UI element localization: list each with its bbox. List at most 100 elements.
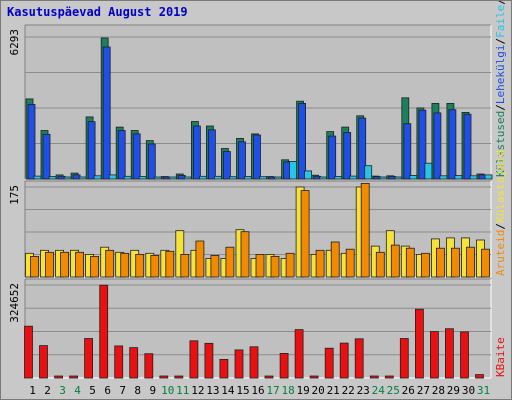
legend-entry: / bbox=[494, 223, 507, 230]
bar-bottom-1-day-22 bbox=[339, 342, 349, 379]
x-tick-label-day-14: 14 bbox=[221, 384, 235, 397]
bar-bottom-1-day-2 bbox=[39, 345, 48, 379]
x-tick-label-day-2: 2 bbox=[44, 384, 51, 397]
bar-bottom-1-day-1 bbox=[24, 325, 33, 379]
x-tick-label-day-31: 31 bbox=[477, 384, 490, 397]
bar-middle-1-day-11 bbox=[175, 230, 185, 278]
legend-top: Külastused/Lehekülgi/Faile/Pöördumisi bbox=[494, 1, 507, 177]
bar-middle-2-day-14 bbox=[225, 246, 235, 278]
bar-top-2-day-5 bbox=[87, 121, 96, 180]
bar-middle-2-day-1 bbox=[30, 255, 39, 278]
x-tick-label-day-6: 6 bbox=[104, 384, 111, 397]
bar-top-2-day-19 bbox=[298, 103, 307, 180]
bar-middle-2-day-22 bbox=[345, 248, 355, 278]
bar-top-2-day-6 bbox=[102, 46, 111, 180]
bar-middle-2-day-7 bbox=[120, 252, 130, 278]
bar-top-2-day-28 bbox=[433, 112, 442, 180]
x-tick-label-day-9: 9 bbox=[149, 384, 156, 397]
legend-entry: Faile bbox=[494, 5, 507, 38]
x-tick-label-day-11: 11 bbox=[176, 384, 189, 397]
x-tick-label-day-21: 21 bbox=[327, 384, 340, 397]
bar-top-3-day-10 bbox=[168, 176, 177, 180]
bar-top-2-day-13 bbox=[207, 129, 216, 180]
x-tick-label-day-27: 27 bbox=[417, 384, 430, 397]
x-tick-label-day-25: 25 bbox=[387, 384, 400, 397]
bar-top-3-day-4 bbox=[78, 176, 87, 180]
chart-title: Kasutuspäevad August 2019 bbox=[7, 5, 188, 19]
x-tick-label-day-13: 13 bbox=[206, 384, 219, 397]
bar-top-3-day-2 bbox=[48, 176, 57, 180]
bar-middle-2-day-16 bbox=[255, 253, 265, 278]
bar-middle-2-day-4 bbox=[75, 251, 84, 278]
bar-bottom-1-day-19 bbox=[294, 329, 304, 379]
x-tick-label-day-17: 17 bbox=[266, 384, 279, 397]
bar-middle-2-day-9 bbox=[150, 254, 160, 278]
bar-middle-2-day-8 bbox=[135, 253, 145, 278]
bar-top-3-day-25 bbox=[394, 176, 403, 180]
bar-top-2-day-14 bbox=[222, 151, 231, 180]
legend-entry: Aruteid bbox=[494, 230, 507, 276]
x-tick-label-day-22: 22 bbox=[342, 384, 355, 397]
bar-bottom-1-day-23 bbox=[354, 338, 364, 379]
x-tick-label-day-1: 1 bbox=[29, 384, 36, 397]
bar-bottom-1-day-20 bbox=[309, 375, 319, 379]
x-tick-label-day-4: 4 bbox=[74, 384, 81, 397]
bar-top-2-day-21 bbox=[328, 135, 337, 180]
bar-top-3-day-8 bbox=[138, 176, 147, 180]
bar-bottom-1-day-9 bbox=[144, 353, 154, 379]
legend-middle: Aruteid/Külastajaid bbox=[494, 150, 507, 276]
bar-top-2-day-16 bbox=[253, 134, 261, 180]
bar-top-3-day-26 bbox=[409, 174, 418, 180]
bar-middle-2-day-26 bbox=[405, 247, 415, 278]
bar-middle-2-day-2 bbox=[45, 251, 54, 278]
bar-top-3-day-19 bbox=[304, 170, 313, 180]
bar-top-3-day-15 bbox=[244, 176, 252, 180]
y-tick-label-bottom: 324652 bbox=[8, 283, 21, 323]
bar-top-2-day-1 bbox=[27, 104, 36, 180]
bar-bottom-1-day-3 bbox=[54, 375, 63, 379]
x-tick-label-day-5: 5 bbox=[89, 384, 96, 397]
bar-bottom-1-day-30 bbox=[460, 331, 469, 379]
bar-bottom-1-day-29 bbox=[444, 328, 454, 379]
bar-top-3-day-9 bbox=[153, 176, 162, 180]
bar-top-3-day-5 bbox=[93, 175, 102, 180]
bar-top-3-day-3 bbox=[63, 176, 72, 180]
legend-entry: / bbox=[494, 38, 507, 45]
bar-bottom-1-day-14 bbox=[219, 358, 229, 379]
bar-top-3-day-29 bbox=[454, 175, 463, 180]
bar-bottom-1-day-16 bbox=[249, 346, 259, 379]
bar-top-2-day-15 bbox=[238, 141, 246, 180]
bar-top-2-day-9 bbox=[147, 143, 156, 180]
bar-middle-2-day-20 bbox=[315, 249, 325, 278]
x-tick-label-day-8: 8 bbox=[134, 384, 141, 397]
x-tick-label-day-28: 28 bbox=[432, 384, 445, 397]
bar-middle-2-day-10 bbox=[165, 250, 175, 278]
bar-middle-2-day-31 bbox=[481, 248, 490, 278]
bar-top-3-day-27 bbox=[424, 162, 433, 180]
x-tick-label-day-7: 7 bbox=[119, 384, 126, 397]
x-tick-label-day-23: 23 bbox=[357, 384, 370, 397]
x-tick-label-day-30: 30 bbox=[462, 384, 475, 397]
legend-entry: Külastused bbox=[494, 111, 507, 177]
bar-top-3-day-17 bbox=[274, 176, 282, 180]
bar-bottom-1-day-11 bbox=[174, 375, 184, 379]
bar-bottom-1-day-5 bbox=[84, 338, 93, 379]
bar-bottom-1-day-15 bbox=[234, 349, 244, 379]
bar-top-3-day-1 bbox=[33, 175, 42, 180]
bar-bottom-1-day-4 bbox=[69, 375, 78, 379]
x-tick-label-day-15: 15 bbox=[236, 384, 249, 397]
x-tick-label-day-19: 19 bbox=[296, 384, 309, 397]
bar-bottom-1-day-21 bbox=[324, 347, 334, 379]
bar-top-2-day-23 bbox=[358, 117, 367, 180]
bar-bottom-1-day-18 bbox=[279, 352, 289, 379]
bar-bottom-1-day-13 bbox=[204, 342, 214, 379]
bar-middle-2-day-28 bbox=[435, 247, 445, 278]
bar-middle-2-day-12 bbox=[195, 240, 205, 278]
bar-top-2-day-29 bbox=[448, 109, 457, 180]
bar-middle-2-day-29 bbox=[450, 247, 460, 278]
legend-entry: KBaite bbox=[494, 337, 507, 377]
bar-middle-2-day-18 bbox=[285, 252, 295, 278]
bar-top-3-day-14 bbox=[228, 176, 237, 180]
